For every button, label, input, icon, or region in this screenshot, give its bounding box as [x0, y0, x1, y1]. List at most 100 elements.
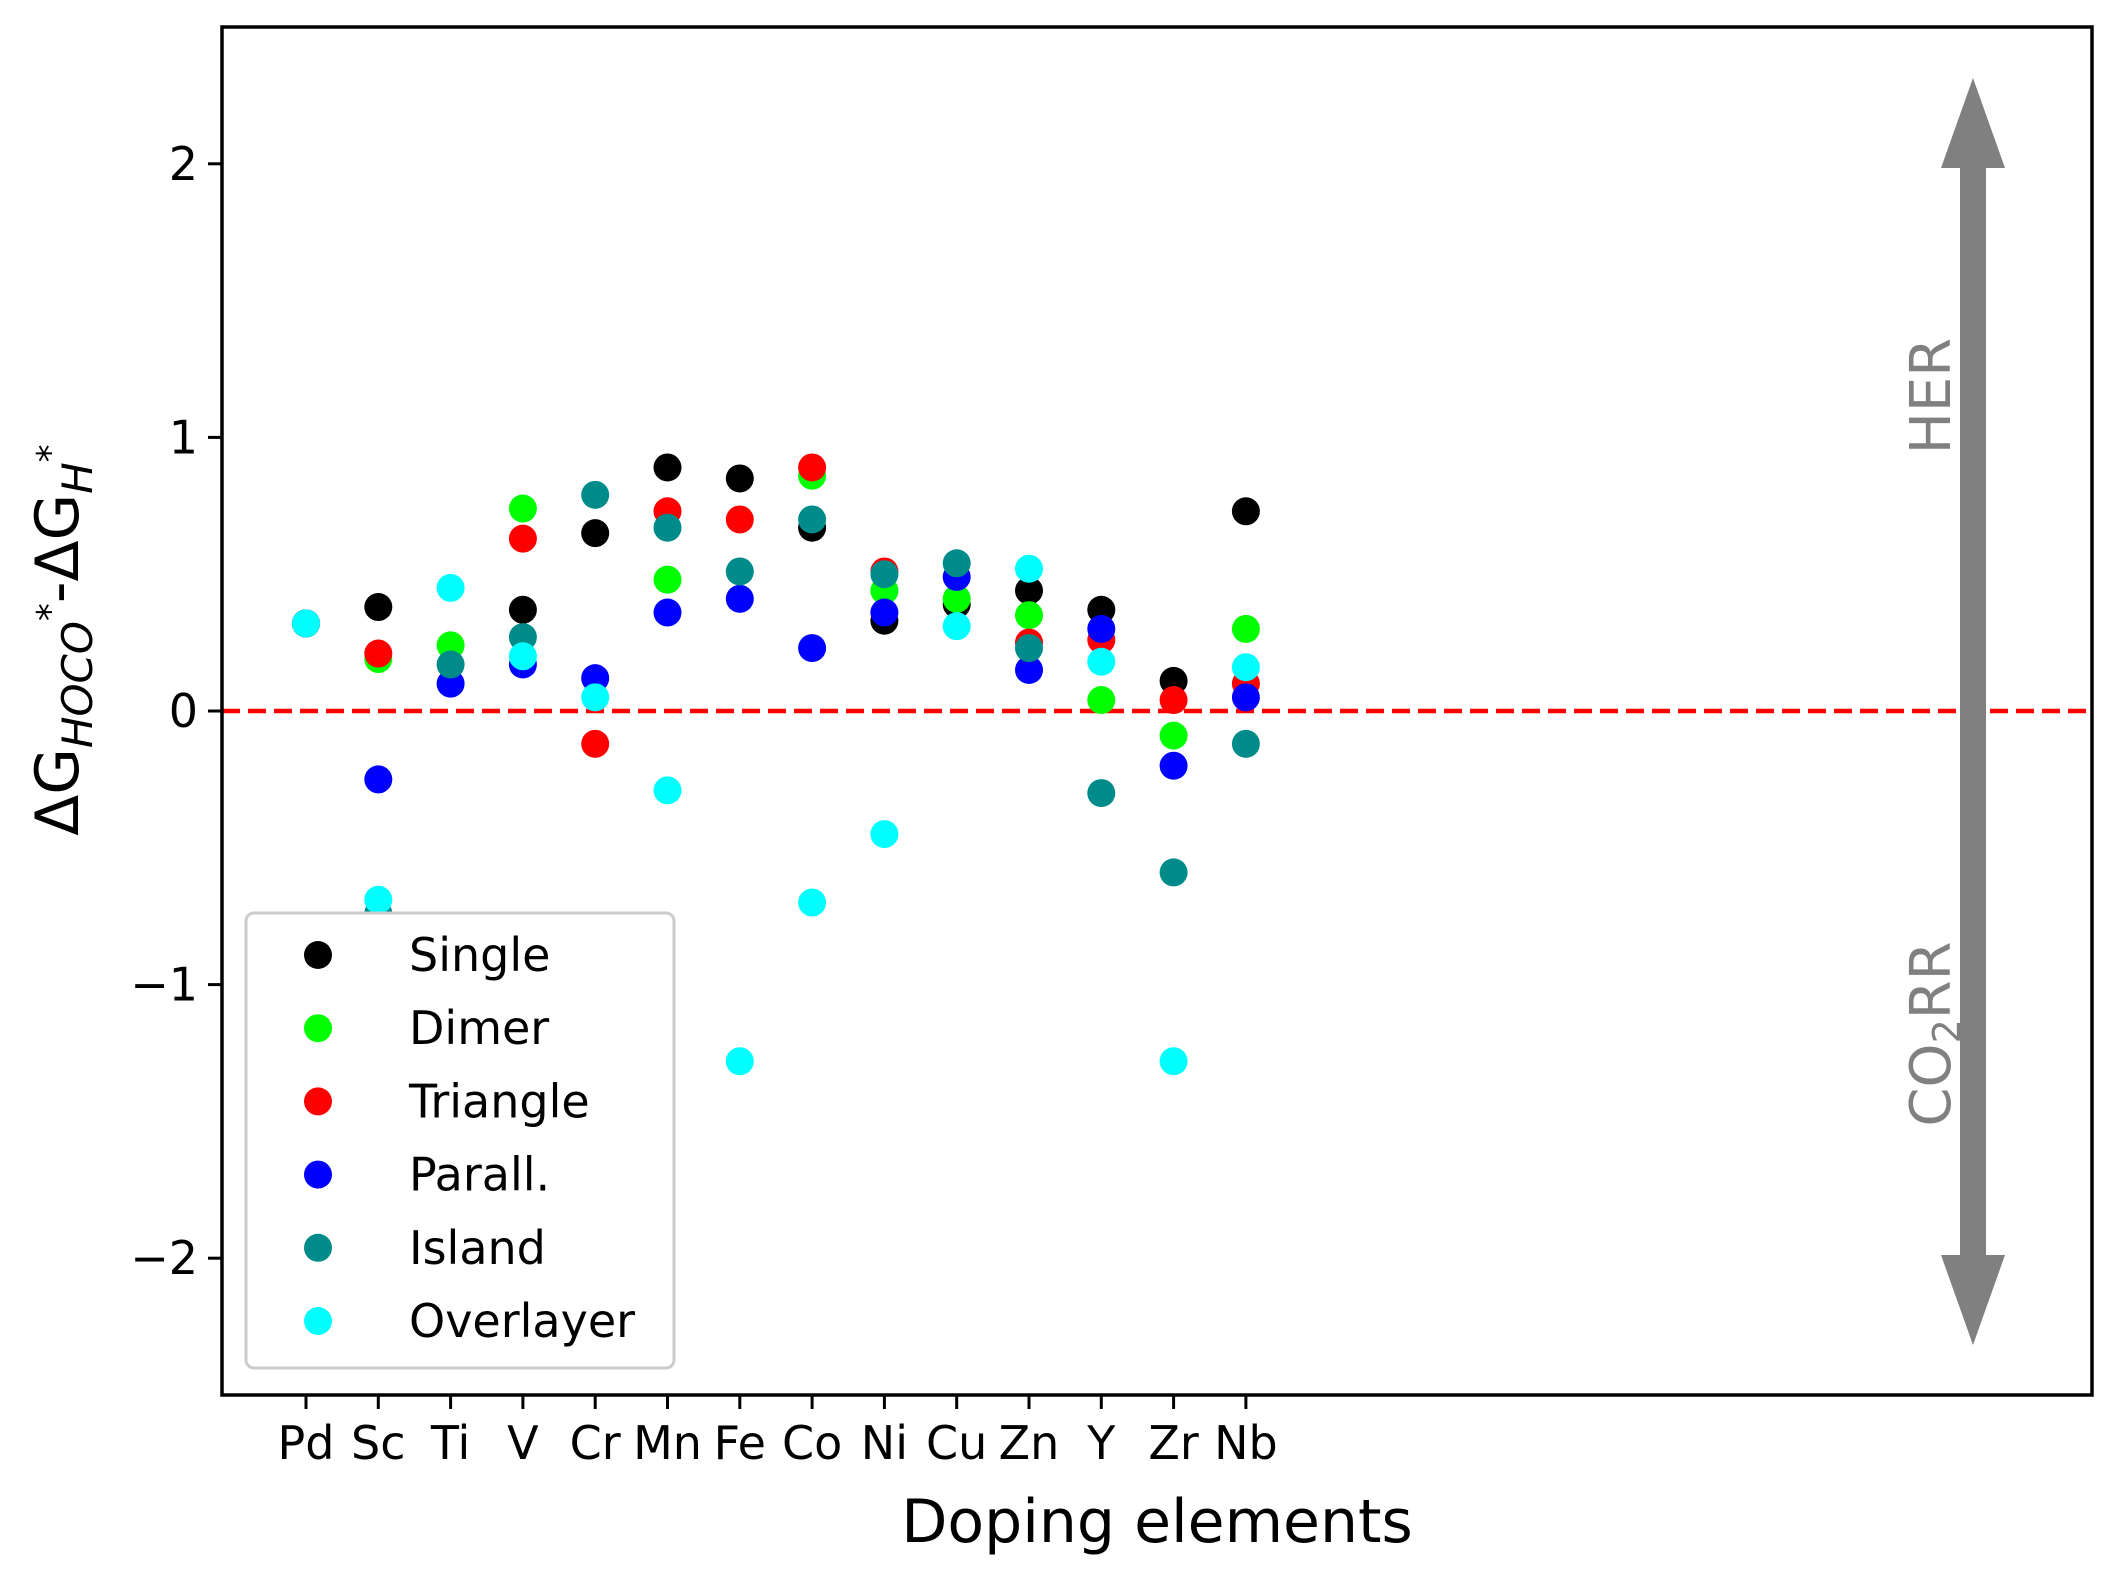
point-island-ti	[436, 650, 465, 679]
point-parall-mn	[653, 598, 682, 627]
point-dimer-zn	[1015, 601, 1043, 630]
point-triangle-cr	[581, 729, 610, 758]
legend: Single Dimer Triangle Parall. Island Overlaye…	[244, 911, 676, 1370]
y-tick-label: −1	[130, 958, 198, 1012]
legend-marker-single	[304, 941, 332, 969]
y-title-sub1: HOCO	[53, 621, 102, 748]
point-dimer-cu	[942, 584, 971, 613]
point-island-zn	[1015, 634, 1043, 663]
point-island-cr	[581, 480, 610, 509]
point-overlayer-ni	[870, 820, 899, 849]
x-tick-label-pd: Pd	[278, 1416, 335, 1470]
point-overlayer-pd	[292, 609, 320, 638]
point-overlayer-cu	[942, 612, 971, 641]
point-single-sc	[364, 593, 393, 622]
x-tick-label-nb: Nb	[1214, 1416, 1278, 1470]
point-triangle-zr	[1159, 686, 1188, 715]
x-tick-label-cr: Cr	[570, 1416, 621, 1470]
x-tick-label-fe: Fe	[714, 1416, 766, 1470]
x-axis-title: Doping elements	[901, 1487, 1413, 1557]
point-overlayer-sc	[364, 885, 393, 914]
point-parall-zr	[1159, 751, 1188, 780]
point-parall-ni	[870, 598, 899, 627]
point-parall-nb	[1231, 683, 1260, 712]
legend-marker-parall	[304, 1160, 332, 1189]
point-overlayer-zr	[1159, 1047, 1188, 1076]
point-overlayer-v	[508, 642, 537, 671]
point-parall-cr	[581, 664, 610, 693]
point-single-mn	[653, 453, 682, 482]
legend-label-dimer: Dimer	[409, 1001, 549, 1055]
point-single-nb	[1231, 497, 1260, 526]
co2rr-label-sub: 2	[1925, 1019, 1969, 1043]
point-island-co	[798, 505, 827, 534]
point-single-zn	[1015, 576, 1043, 605]
co2rr-label-base: CO	[1899, 1043, 1964, 1126]
point-parall-ti	[436, 669, 465, 698]
x-tick-label-y: Y	[1086, 1416, 1116, 1470]
x-tick-label-mn: Mn	[633, 1416, 702, 1470]
point-triangle-v	[508, 524, 537, 553]
legend-label-parall: Parall.	[409, 1148, 550, 1202]
y-title-sup1: *	[30, 603, 71, 621]
point-overlayer-ti	[436, 573, 465, 602]
x-axis: Pd Sc Ti V Cr Mn Fe Co Ni Cu Zn Y Zr Nb	[278, 1395, 1278, 1470]
x-tick-label-v: V	[507, 1416, 539, 1470]
y-tick-label: −2	[130, 1231, 198, 1285]
legend-label-island: Island	[409, 1221, 546, 1275]
x-tick-label-zr: Zr	[1148, 1416, 1199, 1470]
arrow-shaft	[1960, 162, 1986, 1260]
y-tick-label: 2	[169, 137, 198, 191]
legend-marker-dimer	[304, 1014, 332, 1043]
point-single-v	[508, 595, 537, 624]
legend-label-overlayer: Overlayer	[409, 1294, 635, 1348]
y-title-sub2: H	[53, 462, 102, 494]
legend-items: Single Dimer Triangle Parall. Island Overlaye…	[304, 928, 635, 1348]
x-tick-label-ni: Ni	[861, 1416, 908, 1470]
co2rr-label-rest: RR	[1899, 941, 1964, 1019]
point-triangle-sc	[364, 639, 393, 668]
point-island-y	[1087, 779, 1116, 808]
point-overlayer-nb	[1231, 653, 1260, 682]
point-parall-zn	[1015, 655, 1043, 684]
point-overlayer-co	[798, 888, 827, 917]
point-single-y	[1087, 595, 1116, 624]
y-tick-label: 0	[169, 684, 198, 738]
y-tick-label: 1	[169, 410, 198, 464]
point-island-zr	[1159, 858, 1188, 887]
legend-marker-island	[304, 1233, 332, 1262]
point-triangle-fe	[725, 505, 754, 534]
y-axis-title: ΔGHOCO*-ΔGH*	[23, 444, 102, 835]
point-dimer-zr	[1159, 721, 1188, 750]
point-dimer-y	[1087, 686, 1116, 715]
legend-marker-overlayer	[304, 1307, 332, 1335]
y-axis: −2 −1 0 1 2	[130, 137, 222, 1285]
x-tick-label-co: Co	[782, 1416, 842, 1470]
legend-label-single: Single	[409, 928, 550, 982]
point-island-fe	[725, 557, 754, 586]
co2rr-label: CO2RR	[1899, 941, 1969, 1126]
point-single-fe	[725, 464, 754, 493]
y-title-base: ΔG	[23, 748, 93, 836]
legend-label-triangle: Triangle	[408, 1074, 590, 1128]
point-triangle-co	[798, 453, 827, 482]
point-single-zr	[1159, 666, 1188, 695]
point-overlayer-zn	[1015, 554, 1043, 583]
point-dimer-mn	[653, 565, 682, 594]
point-dimer-nb	[1231, 614, 1260, 643]
y-title-mid: -ΔG	[23, 494, 93, 603]
legend-box	[244, 911, 676, 1370]
x-tick-label-sc: Sc	[351, 1416, 406, 1470]
point-parall-sc	[364, 765, 393, 794]
point-island-v	[508, 623, 537, 652]
x-tick-label-ti: Ti	[430, 1416, 470, 1470]
point-island-mn	[653, 513, 682, 542]
point-island-cu	[942, 549, 971, 578]
point-island-ni	[870, 560, 899, 589]
point-overlayer-cr	[581, 683, 610, 712]
x-tick-label-cu: Cu	[926, 1416, 987, 1470]
point-overlayer-fe	[725, 1047, 754, 1076]
point-single-cr	[581, 519, 610, 548]
her-label: HER	[1899, 338, 1964, 454]
